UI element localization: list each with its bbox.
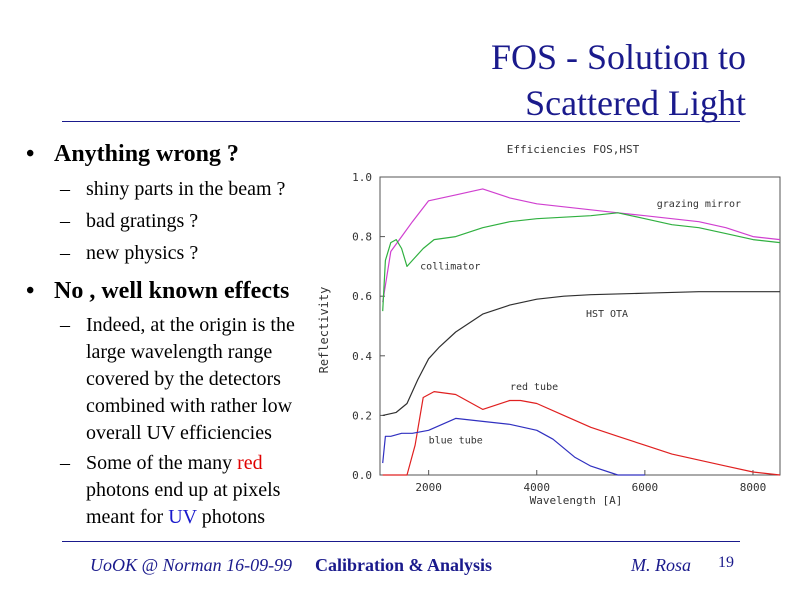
footer-divider — [62, 541, 740, 542]
bullet-text: Anything wrong ? — [54, 141, 239, 167]
chart-series — [382, 188, 781, 476]
chart-title: Efficiencies FOS,HST — [507, 143, 640, 156]
y-tick-label: 1.0 — [352, 171, 372, 184]
series-line-blue-tube — [382, 417, 645, 476]
curve-label-hst-ota: HST OTA — [586, 309, 628, 320]
curve-label-collimator: collimator — [420, 261, 480, 272]
y-tick-label: 0.8 — [352, 231, 372, 244]
title-divider — [62, 121, 740, 122]
sub-bullet-text: shiny parts in the beam ? — [86, 178, 286, 200]
series-line-grazing-mirror — [382, 188, 781, 303]
y-tick-label: 0.2 — [352, 409, 372, 422]
curve-label-red-tube: red tube — [510, 382, 558, 393]
chart-plot-frame — [379, 176, 781, 476]
slide-title-line1: FOS - Solution to — [490, 37, 746, 77]
curve-label-blue-tube: blue tube — [429, 436, 483, 447]
sub-bullet-text: new physics ? — [86, 242, 199, 264]
series-line-red-tube — [382, 391, 781, 476]
y-tick-label: 0.6 — [352, 290, 372, 303]
x-tick-label: 4000 — [524, 481, 551, 494]
curve-label-grazing-mirror: grazing mirror — [657, 199, 741, 210]
efficiency-chart: Efficiencies FOS,HST Reflectivity Wavele… — [317, 143, 781, 507]
y-tick-label: 0.4 — [352, 350, 372, 363]
sub-bullet-text: Indeed, at the origin is the large wavel… — [86, 314, 295, 444]
sub-bullet-text: Some of the many red photons end up at p… — [86, 452, 281, 528]
series-line-collimator — [382, 212, 781, 312]
bullet-dot: • — [26, 278, 35, 304]
slide-title-line2: Scattered Light — [525, 83, 746, 123]
chart-axes: 0.0 0.2 0.4 0.6 0.8 1.0 2000 4000 6000 8000 — [352, 171, 781, 494]
y-tick-label: 0.0 — [352, 469, 372, 482]
chart-y-axis-label: Reflectivity — [317, 287, 331, 374]
footer-author: M. Rosa — [631, 555, 691, 575]
chart-x-axis-label: Wavelength [A] — [530, 494, 623, 507]
series-line-hst-ota — [382, 291, 780, 416]
x-tick-label: 6000 — [632, 481, 659, 494]
red-word: red — [237, 452, 263, 474]
uv-word: UV — [168, 506, 197, 528]
sub-bullet-text: bad gratings ? — [86, 210, 199, 232]
x-tick-label: 2000 — [415, 481, 442, 494]
x-tick-label: 8000 — [740, 481, 767, 494]
bullet-dot: • — [26, 141, 35, 167]
footer-venue: UoOK @ Norman 16-09-99 — [90, 555, 293, 575]
footer-section: Calibration & Analysis — [315, 555, 493, 575]
bullet-text: No , well known effects — [54, 278, 290, 304]
chart-curve-labels: grazing mirror collimator HST OTA red tube b… — [420, 199, 741, 447]
page-number: 19 — [718, 554, 734, 571]
slide-title: FOS - Solution to Scattered Light — [491, 34, 746, 126]
